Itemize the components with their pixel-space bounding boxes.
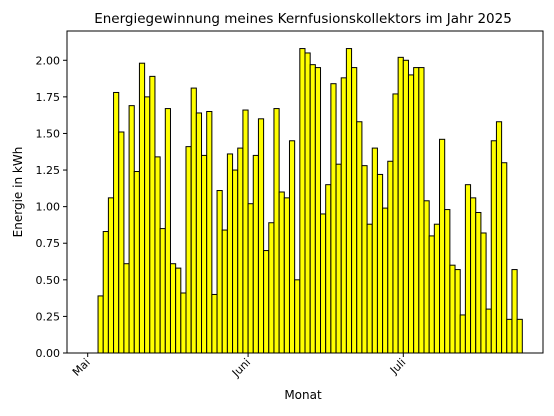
bar	[283, 197, 290, 354]
bar	[97, 295, 104, 354]
bar	[433, 223, 441, 354]
x-axis-label: Monat	[284, 388, 322, 402]
bar	[340, 77, 347, 354]
bar	[144, 96, 151, 354]
y-axis: 0.00 0.25 0.50 0.75 1.00 1.25 1.50 1.75 2.00	[36, 54, 67, 360]
plot-frame	[66, 30, 544, 354]
bar	[345, 48, 353, 354]
bar	[149, 75, 156, 354]
bar	[335, 163, 342, 354]
bar	[159, 228, 166, 354]
y-tick-label: 1.25	[36, 164, 61, 177]
bar	[237, 147, 244, 354]
bar	[206, 111, 213, 354]
bar	[495, 121, 503, 354]
bar	[470, 197, 477, 354]
bar	[185, 146, 192, 354]
bar	[361, 165, 368, 354]
bar	[320, 213, 327, 354]
bar	[154, 156, 161, 354]
bar	[247, 203, 254, 354]
bar	[464, 184, 472, 354]
bar	[506, 318, 513, 354]
bar	[501, 162, 508, 354]
bar	[485, 308, 492, 354]
bar	[268, 222, 275, 354]
bar	[330, 83, 337, 354]
bar	[226, 153, 234, 354]
bar	[118, 131, 125, 354]
bar	[133, 171, 140, 354]
bar	[413, 67, 420, 354]
bar	[123, 263, 130, 354]
y-tick-label: 0.00	[36, 347, 61, 360]
y-tick-label: 0.25	[36, 310, 61, 323]
bar	[351, 67, 358, 354]
bar	[221, 229, 228, 354]
bar	[164, 108, 171, 354]
bar	[423, 200, 430, 354]
bar	[288, 140, 296, 354]
bar	[201, 154, 208, 354]
bar	[169, 263, 177, 354]
bar	[325, 184, 332, 354]
y-tick-label: 1.75	[36, 91, 61, 104]
bar	[195, 112, 203, 354]
bar	[252, 154, 259, 354]
bar	[418, 67, 425, 354]
y-tick-label: 2.00	[36, 54, 61, 67]
bar	[242, 109, 249, 354]
bar	[175, 267, 182, 354]
bar	[376, 173, 384, 354]
bar	[180, 292, 187, 354]
bar	[299, 48, 306, 354]
bar	[511, 269, 518, 354]
bar	[304, 52, 311, 354]
y-axis-label: Energie in kWh	[11, 147, 25, 238]
bar	[257, 118, 265, 354]
bar	[216, 190, 223, 354]
bar	[138, 62, 146, 354]
bar	[356, 121, 363, 354]
bar	[273, 108, 280, 354]
chart-title: Energiegewinnung meines Kernfusionskolle…	[94, 11, 512, 27]
bar	[387, 160, 394, 354]
bar	[444, 209, 451, 354]
bar	[263, 250, 270, 354]
bar	[397, 56, 404, 354]
bar	[402, 59, 409, 354]
y-tick-label: 1.50	[36, 127, 61, 140]
bar	[314, 67, 322, 354]
bar	[371, 147, 378, 354]
bar	[128, 105, 135, 354]
bar	[516, 318, 523, 354]
bar	[113, 91, 120, 354]
bar	[439, 138, 446, 354]
bar	[232, 169, 239, 354]
bar	[428, 235, 435, 354]
bar	[309, 64, 316, 354]
bar	[190, 87, 197, 354]
y-tick-label: 0.75	[36, 237, 61, 250]
bar	[102, 231, 109, 354]
bar	[459, 314, 466, 354]
bar	[454, 269, 461, 354]
y-tick-label: 0.50	[36, 274, 61, 287]
bar	[278, 191, 285, 354]
bar	[294, 279, 301, 354]
bar	[449, 264, 456, 354]
bar	[392, 93, 399, 354]
bar	[366, 223, 373, 354]
bar	[475, 211, 482, 354]
bar	[382, 207, 389, 354]
bar	[480, 232, 487, 354]
y-tick-label: 1.00	[36, 201, 61, 214]
bar	[107, 197, 115, 354]
bar	[407, 74, 415, 354]
bar	[211, 293, 218, 354]
bar	[490, 140, 497, 354]
